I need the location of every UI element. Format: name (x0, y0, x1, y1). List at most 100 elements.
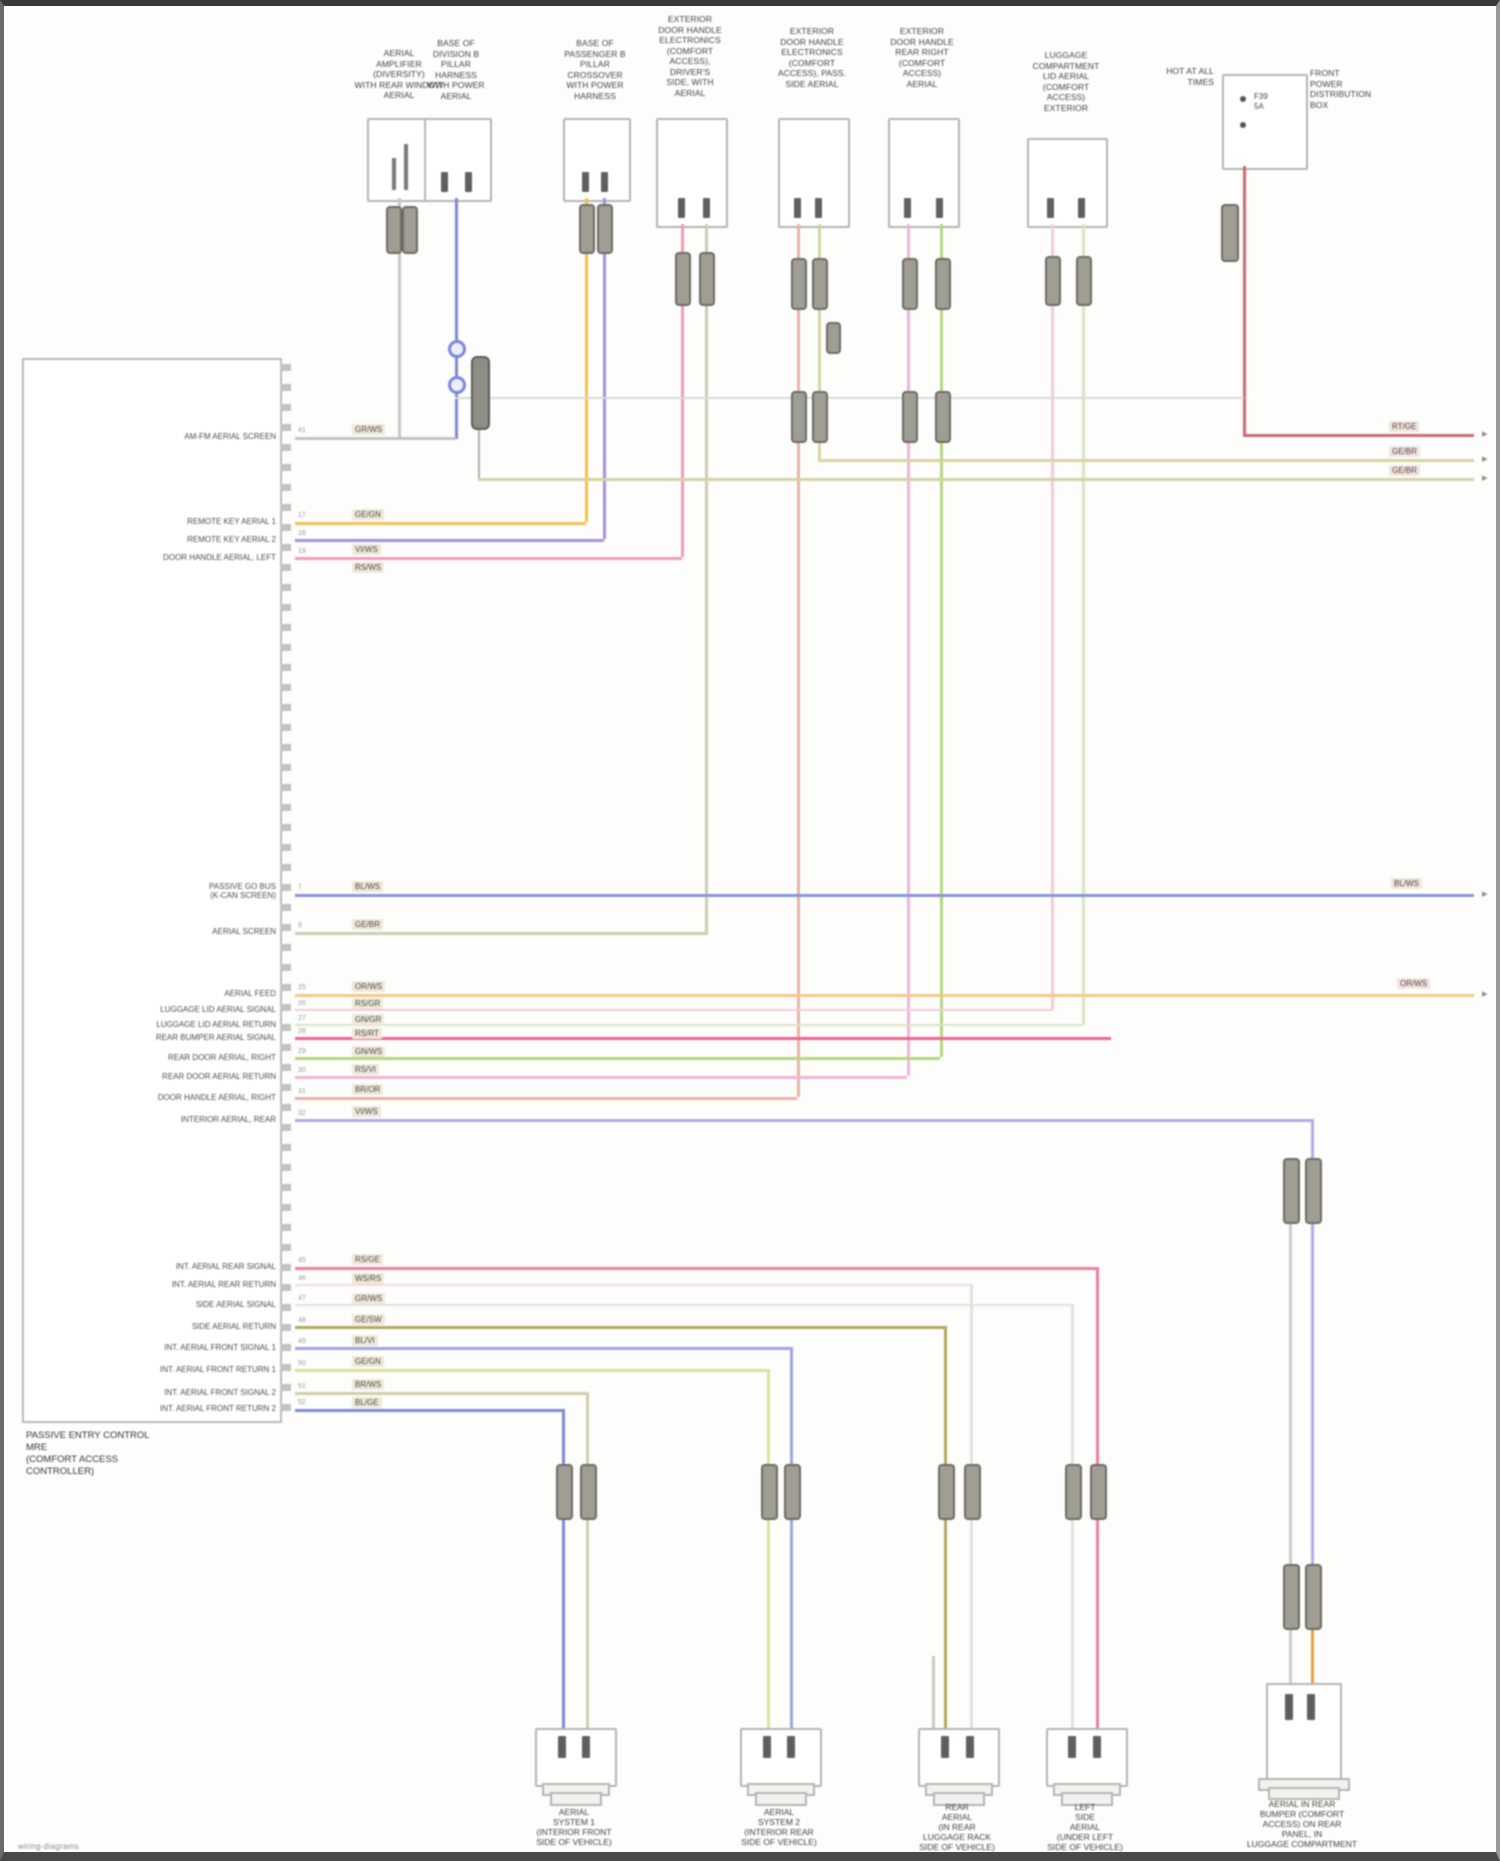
pin-slot (465, 172, 472, 192)
inline-connector (1305, 1158, 1322, 1224)
wire-row (295, 1304, 1074, 1306)
pin-label: REMOTE KEY AERIAL 1 (187, 517, 276, 526)
connector-box-aerial-1 (535, 1728, 617, 1787)
inline-connector (1065, 1464, 1082, 1520)
module-pin-strip (280, 364, 291, 1414)
exit-arrow-icon: ▸ (1482, 453, 1488, 465)
pin-number: 31 (298, 1088, 306, 1095)
wire-drop-conn2-right (790, 1347, 793, 1734)
component-label: EXTERIOR DOOR HANDLE REAR RIGHT (COMFORT… (890, 26, 954, 89)
fusebox-box (1222, 74, 1308, 170)
inline-connector (580, 1464, 597, 1520)
exit-wire-label: RT/GE (1389, 421, 1420, 432)
wire-b1-drop (398, 198, 401, 437)
wire-row (295, 1097, 797, 1100)
wire-b2-blue-drop (455, 198, 458, 439)
component-label: EXTERIOR DOOR HANDLE ELECTRONICS (COMFOR… (777, 26, 847, 89)
pin-slot (601, 172, 608, 192)
component-label: BASE OF DIVISION B PILLAR HARNESS WITH P… (427, 38, 485, 101)
pin-number: 47 (298, 1295, 306, 1302)
pin-label: REAR DOOR AERIAL RETURN (162, 1072, 276, 1081)
wire-label: OR/WS (352, 981, 386, 992)
inline-connector (761, 1464, 778, 1520)
pin-number: 26 (298, 1000, 306, 1007)
wire-row (295, 1267, 1099, 1270)
wire-label: RS/VI (352, 1064, 379, 1075)
inline-connector (556, 1464, 573, 1520)
fuse-pin-dot (1240, 122, 1246, 128)
wire-row (295, 1326, 947, 1329)
wire-row (295, 932, 708, 935)
pin-label: SIDE AERIAL RETURN (191, 1322, 276, 1331)
wire-label: GR/WS (352, 424, 386, 435)
wire-label: GE/GN (352, 509, 384, 520)
exit-arrow-icon: ▸ (1482, 988, 1488, 1000)
pin-label: AERIAL SCREEN (212, 927, 276, 936)
wire-label: GR/WS (352, 1293, 386, 1304)
pin-slot (787, 1736, 795, 1758)
inline-connector (902, 258, 918, 310)
pin-number: 17 (298, 512, 306, 519)
pin-number: 49 (298, 1338, 306, 1345)
pin-label: LUGGAGE LID AERIAL SIGNAL (160, 1005, 276, 1014)
wire-b7-green-drop (1082, 224, 1085, 1024)
component-box-door-handle-front-left (656, 118, 728, 228)
exit-wire-label: GE/BR (1389, 465, 1420, 476)
pin-number: 48 (298, 1317, 306, 1324)
component-label: LUGGAGE COMPARTMENT LID AERIAL (COMFORT … (1032, 50, 1100, 113)
wire-row (295, 1024, 1084, 1026)
pin-number: 19 (298, 548, 306, 555)
pin-slot (582, 172, 589, 192)
inline-connector (784, 1464, 801, 1520)
inline-connector (386, 206, 402, 254)
pin-slot (763, 1736, 771, 1758)
wire-beige-exit-lower (478, 478, 1474, 481)
pin-label: AERIAL FEED (224, 989, 276, 998)
wire-row (295, 1409, 565, 1412)
wire-label: BL/VI (352, 1335, 378, 1346)
wire-drop-conn5-right-lower (1311, 1626, 1314, 1694)
inline-connector (938, 1464, 955, 1520)
wire-label: WS/RS (352, 1273, 385, 1284)
wire-row (295, 994, 1474, 997)
wire-b6-pink-drop (907, 224, 910, 1076)
wire-label: VI/WS (352, 1106, 381, 1117)
wire-row (295, 1076, 907, 1079)
pin-number: 28 (298, 1028, 306, 1035)
pin-number: 41 (298, 427, 306, 434)
inline-connector (402, 206, 418, 254)
pin-slot (966, 1736, 974, 1758)
wire-row (295, 1037, 1111, 1040)
coax-connector-ring-icon (448, 340, 466, 358)
pin-slot (558, 1736, 566, 1758)
screen-splice-symbol (471, 356, 490, 430)
wire-b5-beige-drop (818, 224, 821, 459)
pin-slot (1078, 198, 1085, 218)
wire-label: GE/SW (352, 1314, 385, 1325)
pin-slot (678, 198, 685, 218)
wire-row (295, 1057, 940, 1060)
component-label: EXTERIOR DOOR HANDLE ELECTRONICS (COMFOR… (658, 14, 722, 98)
component-box-luggage-lid-aerial (1027, 138, 1108, 228)
wire-power-red-horizontal (1243, 434, 1474, 437)
pin-number: 30 (298, 1067, 306, 1074)
inline-connector (597, 204, 613, 254)
pin-number: 29 (298, 1048, 306, 1055)
wire-row (295, 1392, 589, 1395)
exit-arrow-icon: ▸ (1482, 428, 1488, 440)
connector-base (550, 1792, 602, 1806)
wire-label: GE/BR (352, 919, 383, 930)
connector-base (755, 1792, 807, 1806)
wire-drop-conn2-left (767, 1369, 770, 1734)
wire-b3-orange-drop (585, 198, 588, 522)
wire-label: BR/WS (352, 1379, 385, 1390)
component-label: BASE OF PASSENGER B PILLAR CROSSOVER WIT… (564, 38, 626, 101)
pin-label: INT. AERIAL REAR SIGNAL (175, 1262, 276, 1271)
connector-box-rear-aerial (918, 1728, 1000, 1787)
watermark: wiring-diagrams (18, 1842, 79, 1851)
pin-slot (1093, 1736, 1101, 1758)
wire-stub-conn3 (932, 1656, 935, 1734)
antenna-icon (404, 144, 408, 190)
pin-slot (815, 198, 822, 218)
